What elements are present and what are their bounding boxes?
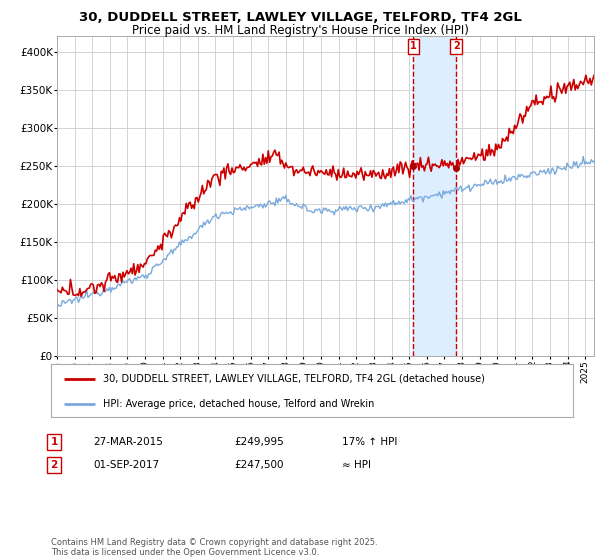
Text: 30, DUDDELL STREET, LAWLEY VILLAGE, TELFORD, TF4 2GL (detached house): 30, DUDDELL STREET, LAWLEY VILLAGE, TELF… xyxy=(103,374,485,384)
Text: 30, DUDDELL STREET, LAWLEY VILLAGE, TELFORD, TF4 2GL: 30, DUDDELL STREET, LAWLEY VILLAGE, TELF… xyxy=(79,11,521,24)
Text: 1: 1 xyxy=(410,41,417,51)
Text: Price paid vs. HM Land Registry's House Price Index (HPI): Price paid vs. HM Land Registry's House … xyxy=(131,24,469,36)
Bar xyxy=(413,36,456,356)
Text: £249,995: £249,995 xyxy=(234,437,284,447)
Text: 01-SEP-2017: 01-SEP-2017 xyxy=(93,460,159,470)
Text: 2: 2 xyxy=(453,41,460,51)
Text: HPI: Average price, detached house, Telford and Wrekin: HPI: Average price, detached house, Telf… xyxy=(103,399,374,409)
Text: ≈ HPI: ≈ HPI xyxy=(342,460,371,470)
Text: £247,500: £247,500 xyxy=(234,460,284,470)
Text: 17% ↑ HPI: 17% ↑ HPI xyxy=(342,437,397,447)
Text: Contains HM Land Registry data © Crown copyright and database right 2025.
This d: Contains HM Land Registry data © Crown c… xyxy=(51,538,377,557)
Text: 1: 1 xyxy=(50,437,58,447)
Text: 27-MAR-2015: 27-MAR-2015 xyxy=(93,437,163,447)
Text: 2: 2 xyxy=(50,460,58,470)
